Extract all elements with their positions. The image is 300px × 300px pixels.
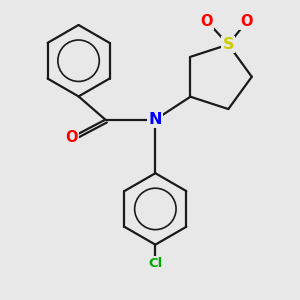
Text: O: O xyxy=(201,14,213,29)
Text: S: S xyxy=(223,37,234,52)
Text: N: N xyxy=(148,112,162,127)
Text: O: O xyxy=(241,14,253,29)
Text: O: O xyxy=(65,130,78,145)
Text: Cl: Cl xyxy=(148,257,163,270)
